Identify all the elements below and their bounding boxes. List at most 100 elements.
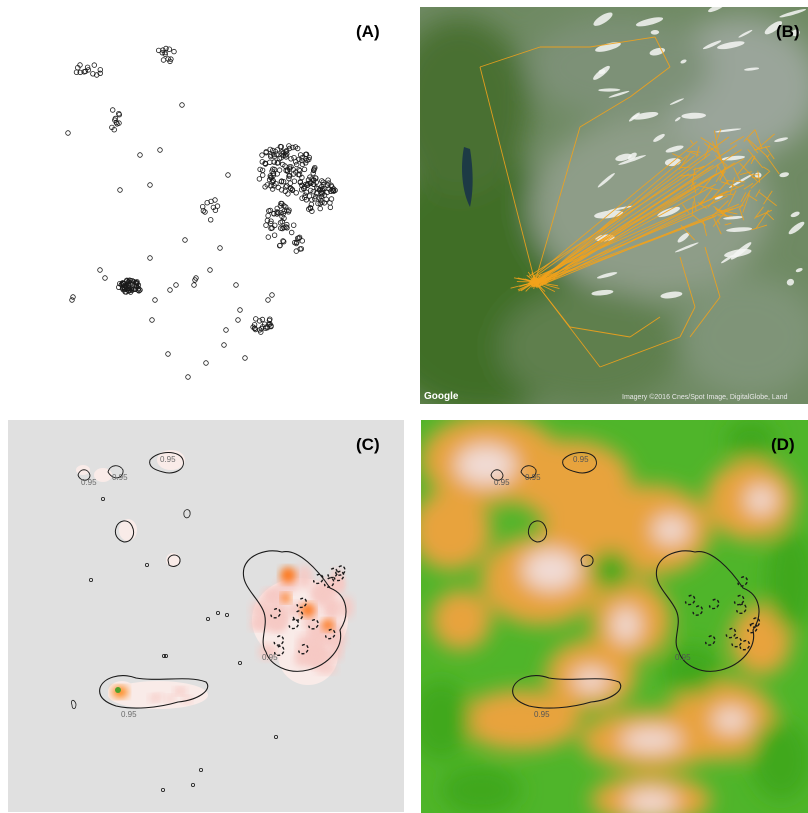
gps-point [265,234,271,240]
green-area [441,765,521,813]
snow-patch [786,278,795,286]
gps-point [277,242,283,249]
track-segment [579,96,631,128]
track-segment [704,246,721,298]
gps-point [77,62,83,68]
density-blob [263,588,283,601]
gps-point [313,190,320,197]
imagery-credit: Imagery ©2016 Cnes/Spot Image, DigitalGl… [622,394,788,401]
track-segment [569,326,631,338]
gps-point [126,277,133,283]
contour-line [296,597,308,609]
contour-dot [101,497,106,502]
track-segment [748,194,758,202]
snow-patch [660,291,683,299]
track-segment [729,177,736,195]
gps-point [165,351,171,357]
contour-line [242,550,347,672]
snow-patch [714,128,742,133]
contour-dot [89,577,94,582]
track-segment [711,179,729,200]
gps-point [280,178,287,185]
surface-blobs [421,420,808,813]
gps-point [259,167,266,173]
gps-point [288,156,294,162]
contour-line [512,675,622,709]
track-segment [693,196,697,211]
contour-dot [273,734,278,739]
contour-line [274,645,285,657]
snow-patch [729,173,754,188]
resource-blob [731,605,791,675]
contour-dot [161,653,166,658]
gps-point [284,225,290,231]
contour-dot [144,562,149,567]
track-segment [713,218,722,235]
snow-patch [657,206,681,218]
contour-line [335,565,346,576]
track-segment [754,129,763,150]
gps-point [324,189,330,196]
gps-point [286,145,293,152]
gps-point [97,70,103,76]
gps-point [121,281,127,287]
snow-patch [714,195,724,200]
track-segment [691,201,694,216]
gps-point [309,176,315,182]
gps-point [278,225,284,231]
gps-point [109,124,115,131]
track-segment [751,224,768,231]
snow-patch [595,42,621,52]
gps-point [267,174,274,180]
gps-point [317,186,323,193]
gps-point [303,156,309,162]
resource-blob [461,690,581,750]
gps-point [265,212,271,219]
snow-patch [708,7,725,13]
gps-point [280,152,287,159]
gps-point [297,152,304,158]
gps-point [69,297,75,303]
contour-dot [198,767,203,772]
gps-point [313,179,319,185]
track-segment [686,150,700,156]
gps-point [299,238,305,244]
density-blob [307,643,321,668]
contour-dot [163,653,168,658]
density-blob [258,643,278,660]
track-segment [698,185,719,191]
snow-patch [795,268,803,273]
gps-point [310,188,316,195]
track-segment [679,306,696,338]
gps-point [275,184,281,191]
green-area [766,530,808,630]
gps-point [303,189,309,195]
gps-point [287,180,293,186]
track-segment [599,336,681,368]
gps-point [129,278,135,284]
gps-point [283,224,289,230]
gps-point [91,62,97,68]
gps-point [284,167,291,173]
contour-line [71,699,77,710]
track-segment [765,155,780,175]
gps-point [288,186,294,192]
gps-point [320,186,326,192]
gps-point [65,130,71,136]
snow-patch [779,9,807,18]
track-segment [717,209,738,215]
gps-point [271,153,278,159]
contour-line [323,577,335,588]
gps-point [266,321,272,327]
track-segment [739,162,758,182]
contour-label: 0.95 [262,653,278,662]
density-blob [326,598,339,619]
gps-point [259,152,265,158]
density-blob [322,619,334,631]
points-plot [65,45,338,380]
contour-line [747,622,758,634]
gps-point [308,187,314,194]
gps-point [263,149,269,156]
gps-point [212,207,219,213]
contour-line [325,628,336,640]
